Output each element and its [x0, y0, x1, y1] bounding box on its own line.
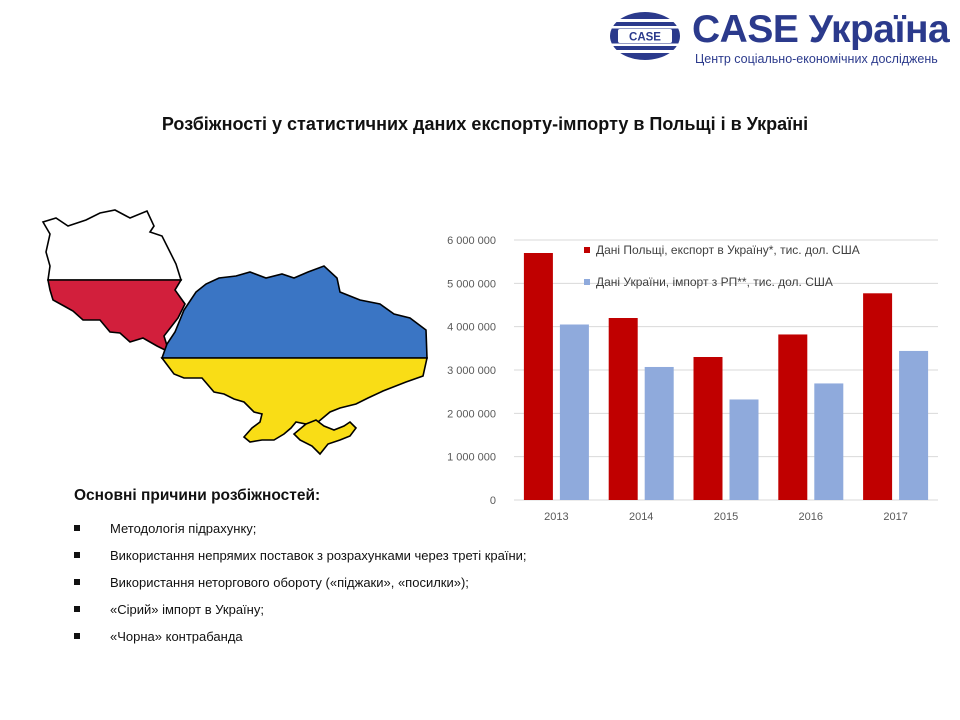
reason-item: Методологія підрахунку;: [74, 520, 544, 537]
x-tick-label: 2013: [544, 511, 568, 523]
legend-swatch: [584, 247, 590, 253]
poland-red-part: [47, 279, 186, 354]
bullet-icon: [74, 606, 80, 612]
y-tick-label: 6 000 000: [447, 235, 496, 247]
bar-poland-export: [778, 334, 808, 500]
bar-poland-export: [693, 357, 723, 500]
x-tick-label: 2016: [799, 511, 823, 523]
reason-text: Використання неторгового обороту («піджа…: [110, 575, 469, 590]
bullet-icon: [74, 552, 80, 558]
svg-text:CASE: CASE: [629, 32, 661, 44]
reason-text: «Сірий» імпорт в Україну;: [110, 602, 264, 617]
case-ukraine-logo: CASE CASE Україна Центр соціально-економ…: [606, 8, 951, 68]
legend-label: Дані Польщі, експорт в Україну*, тис. до…: [596, 243, 860, 257]
chart-bars: [523, 253, 929, 500]
logo-wordmark: CASE Україна: [692, 8, 950, 51]
logo-subtitle: Центр соціально-економічних досліджень: [695, 52, 938, 66]
x-tick-label: 2015: [714, 511, 738, 523]
bullet-icon: [74, 633, 80, 639]
y-tick-label: 4 000 000: [447, 322, 496, 334]
y-tick-label: 1 000 000: [447, 452, 496, 464]
reason-text: «Чорна» контрабанда: [110, 629, 243, 644]
bar-ukraine-import: [559, 324, 589, 500]
ukraine-blue-part: [160, 265, 428, 359]
legend-label: Дані України, імпорт з РП**, тис. дол. С…: [596, 275, 833, 289]
y-tick-label: 5 000 000: [447, 278, 496, 290]
y-axis-ticks: 0 1 000 000 2 000 000 3 000 000 4 000 000 5 0…: [447, 235, 496, 507]
bar-ukraine-import: [814, 383, 844, 500]
ukraine-map-icon: [160, 265, 428, 456]
bullet-icon: [74, 525, 80, 531]
bar-ukraine-import: [899, 350, 929, 500]
bullet-icon: [74, 579, 80, 585]
crimea-part: [292, 419, 358, 456]
bar-ukraine-import: [729, 399, 759, 500]
reasons-heading: Основні причини розбіжностей:: [74, 487, 321, 504]
reason-item: «Чорна» контрабанда: [74, 628, 544, 645]
poland-white-part: [41, 209, 183, 281]
poland-ukraine-map: [41, 209, 428, 456]
reason-item: Використання неторгового обороту («піджа…: [74, 574, 544, 591]
bar-poland-export: [523, 253, 553, 500]
case-emblem-icon: CASE: [609, 12, 681, 60]
y-tick-label: 0: [490, 495, 496, 507]
reason-item: «Сірий» імпорт в Україну;: [74, 601, 544, 618]
slide-title: Розбіжності у статистичних даних експорт…: [161, 114, 809, 134]
poland-map-icon: [41, 209, 186, 354]
export-import-bar-chart: 0 1 000 000 2 000 000 3 000 000 4 000 000 5 0…: [447, 235, 938, 523]
x-tick-label: 2014: [629, 511, 653, 523]
reason-item: Використання непрямих поставок з розраху…: [74, 547, 544, 564]
x-axis-ticks: 2013 2014 2015 2016 2017: [544, 511, 908, 523]
bar-poland-export: [863, 293, 893, 500]
reasons-list: Методологія підрахунку; Використання неп…: [74, 520, 544, 655]
reason-text: Використання непрямих поставок з розраху…: [110, 548, 527, 563]
y-tick-label: 2 000 000: [447, 408, 496, 420]
chart-legend: Дані Польщі, експорт в Україну*, тис. до…: [584, 243, 860, 289]
x-tick-label: 2017: [883, 511, 907, 523]
bar-poland-export: [608, 318, 638, 500]
y-tick-label: 3 000 000: [447, 365, 496, 377]
bar-ukraine-import: [644, 366, 674, 500]
reason-text: Методологія підрахунку;: [110, 521, 257, 536]
ukraine-yellow-part: [160, 357, 428, 443]
legend-swatch: [584, 279, 590, 285]
